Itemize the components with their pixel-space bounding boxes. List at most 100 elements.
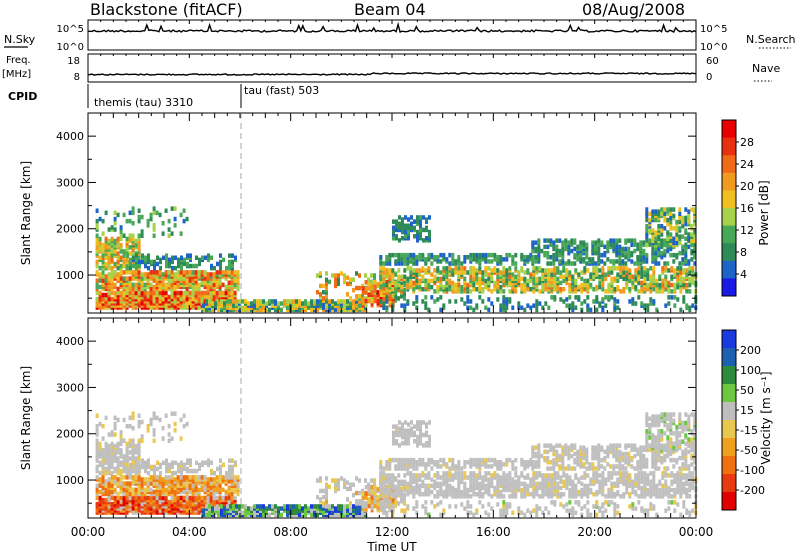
power-cell: [400, 274, 404, 279]
power-cell: [424, 305, 428, 310]
velocity-cell: [433, 473, 437, 478]
power-cell: [564, 242, 568, 247]
power-cell: [472, 287, 476, 292]
power-cell: [385, 274, 389, 279]
power-cell: [559, 270, 563, 275]
power-cell: [660, 228, 664, 233]
velocity-cell: [373, 478, 376, 483]
velocity-cell: [460, 494, 464, 499]
velocity-cell: [466, 475, 470, 480]
power-cell: [646, 272, 650, 277]
velocity-cell: [469, 479, 473, 484]
power-cell: [238, 299, 241, 304]
power-cell: [517, 305, 521, 310]
power-cell: [514, 274, 518, 279]
power-cell: [654, 255, 658, 260]
power-cell: [691, 266, 695, 271]
power-cell: [367, 282, 371, 287]
power-cell: [367, 277, 370, 282]
power-cell: [116, 286, 120, 292]
velocity-cell: [116, 491, 120, 497]
power-cell: [205, 299, 208, 304]
power-cell: [137, 303, 141, 308]
power-cell: [657, 246, 661, 252]
velocity-cell: [445, 479, 449, 484]
velocity-cell: [424, 473, 428, 478]
power-cell: [224, 270, 228, 275]
power-cell: [640, 301, 644, 306]
power-cell: [573, 238, 577, 243]
power-cell: [104, 261, 108, 267]
power-cell: [322, 296, 325, 301]
power-cell: [424, 301, 428, 306]
velocity-cell: [364, 491, 368, 496]
power-cell: [410, 215, 413, 220]
power-cell: [646, 268, 650, 273]
velocity-cell: [547, 481, 551, 487]
power-cell: [619, 289, 623, 294]
power-cell: [693, 242, 697, 247]
velocity-cell: [469, 494, 473, 499]
velocity-cell: [104, 489, 108, 495]
velocity-cell: [571, 479, 575, 484]
power-cell: [630, 259, 634, 264]
power-cell: [167, 270, 171, 275]
power-cell: [268, 299, 271, 304]
velocity-cell: [131, 475, 135, 480]
power-cell: [484, 282, 488, 288]
velocity-cell: [544, 473, 548, 478]
velocity-cell: [541, 492, 545, 497]
power-cell: [568, 270, 572, 275]
velocity-cell: [328, 484, 331, 490]
power-cell: [556, 287, 560, 292]
power-cell: [425, 236, 428, 241]
velocity-cell: [177, 462, 180, 468]
velocity-cell: [496, 479, 500, 484]
velocity-cell: [520, 481, 524, 487]
power-cell: [681, 250, 685, 256]
velocity-cell: [195, 460, 198, 465]
velocity-cell: [134, 495, 138, 501]
velocity-cell: [119, 448, 123, 453]
velocity-cell: [628, 473, 632, 478]
power-cell: [687, 259, 691, 264]
power-cell: [167, 218, 171, 224]
velocity-cell: [613, 471, 617, 476]
velocity-cell: [307, 506, 310, 511]
power-cell: [152, 270, 156, 275]
colorbar-swatch: [722, 155, 736, 174]
power-cell: [478, 266, 482, 271]
power-cell: [206, 290, 210, 296]
velocity-cell: [436, 471, 440, 476]
power-cell: [565, 276, 569, 282]
power-cell: [424, 268, 428, 273]
power-cell: [222, 257, 225, 263]
power-cell: [676, 297, 680, 302]
velocity-cell: [179, 475, 183, 480]
power-cell: [574, 295, 578, 300]
velocity-cell: [98, 421, 102, 427]
colorbar-tick-label: 12: [740, 224, 754, 237]
velocity-cell: [180, 470, 183, 476]
power-cell: [128, 245, 132, 250]
power-cell: [218, 270, 222, 275]
power-cell: [382, 296, 386, 302]
velocity-cell: [220, 504, 223, 509]
power-cell: [419, 231, 422, 237]
power-cell: [589, 307, 593, 313]
velocity-cell: [394, 497, 397, 502]
y-tick-label: 2000: [56, 223, 84, 236]
velocity-cell: [559, 475, 563, 480]
power-cell: [607, 282, 611, 288]
power-cell: [619, 266, 623, 271]
power-cell: [234, 255, 237, 260]
velocity-cell: [173, 495, 177, 501]
power-cell: [652, 266, 656, 271]
power-cell: [672, 213, 676, 219]
power-cell: [472, 257, 476, 262]
power-cell: [194, 270, 198, 275]
power-cell: [334, 307, 337, 313]
power-cell: [613, 305, 617, 310]
power-cell: [134, 282, 138, 288]
power-cell: [493, 252, 497, 258]
